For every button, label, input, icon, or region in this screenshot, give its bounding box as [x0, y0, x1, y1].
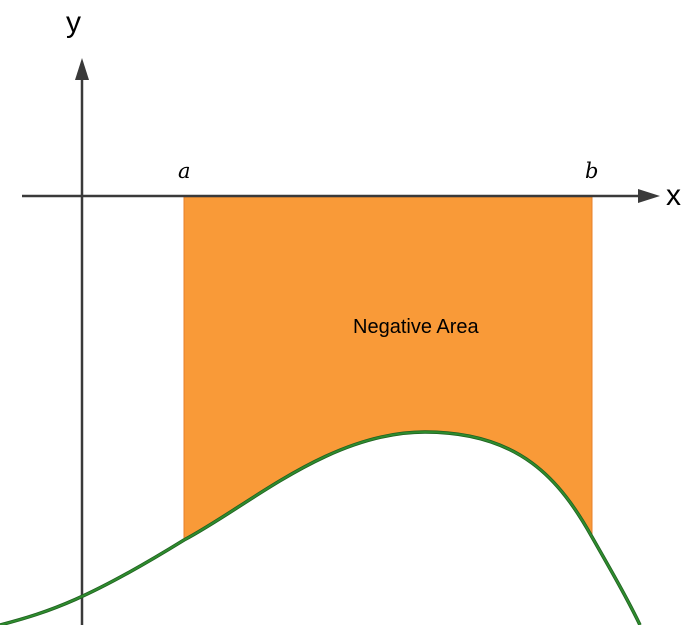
x-axis-arrowhead: [638, 189, 660, 203]
lower-bound-label: a: [178, 159, 191, 183]
y-axis-label: y: [66, 6, 81, 39]
region-label: Negative Area: [353, 316, 480, 338]
function-curve-highlight: [0, 430, 641, 625]
negative-area-region: [183, 196, 593, 541]
y-axis-arrowhead: [75, 58, 89, 80]
upper-bound-label: b: [585, 159, 598, 183]
x-axis-label: x: [666, 179, 681, 212]
